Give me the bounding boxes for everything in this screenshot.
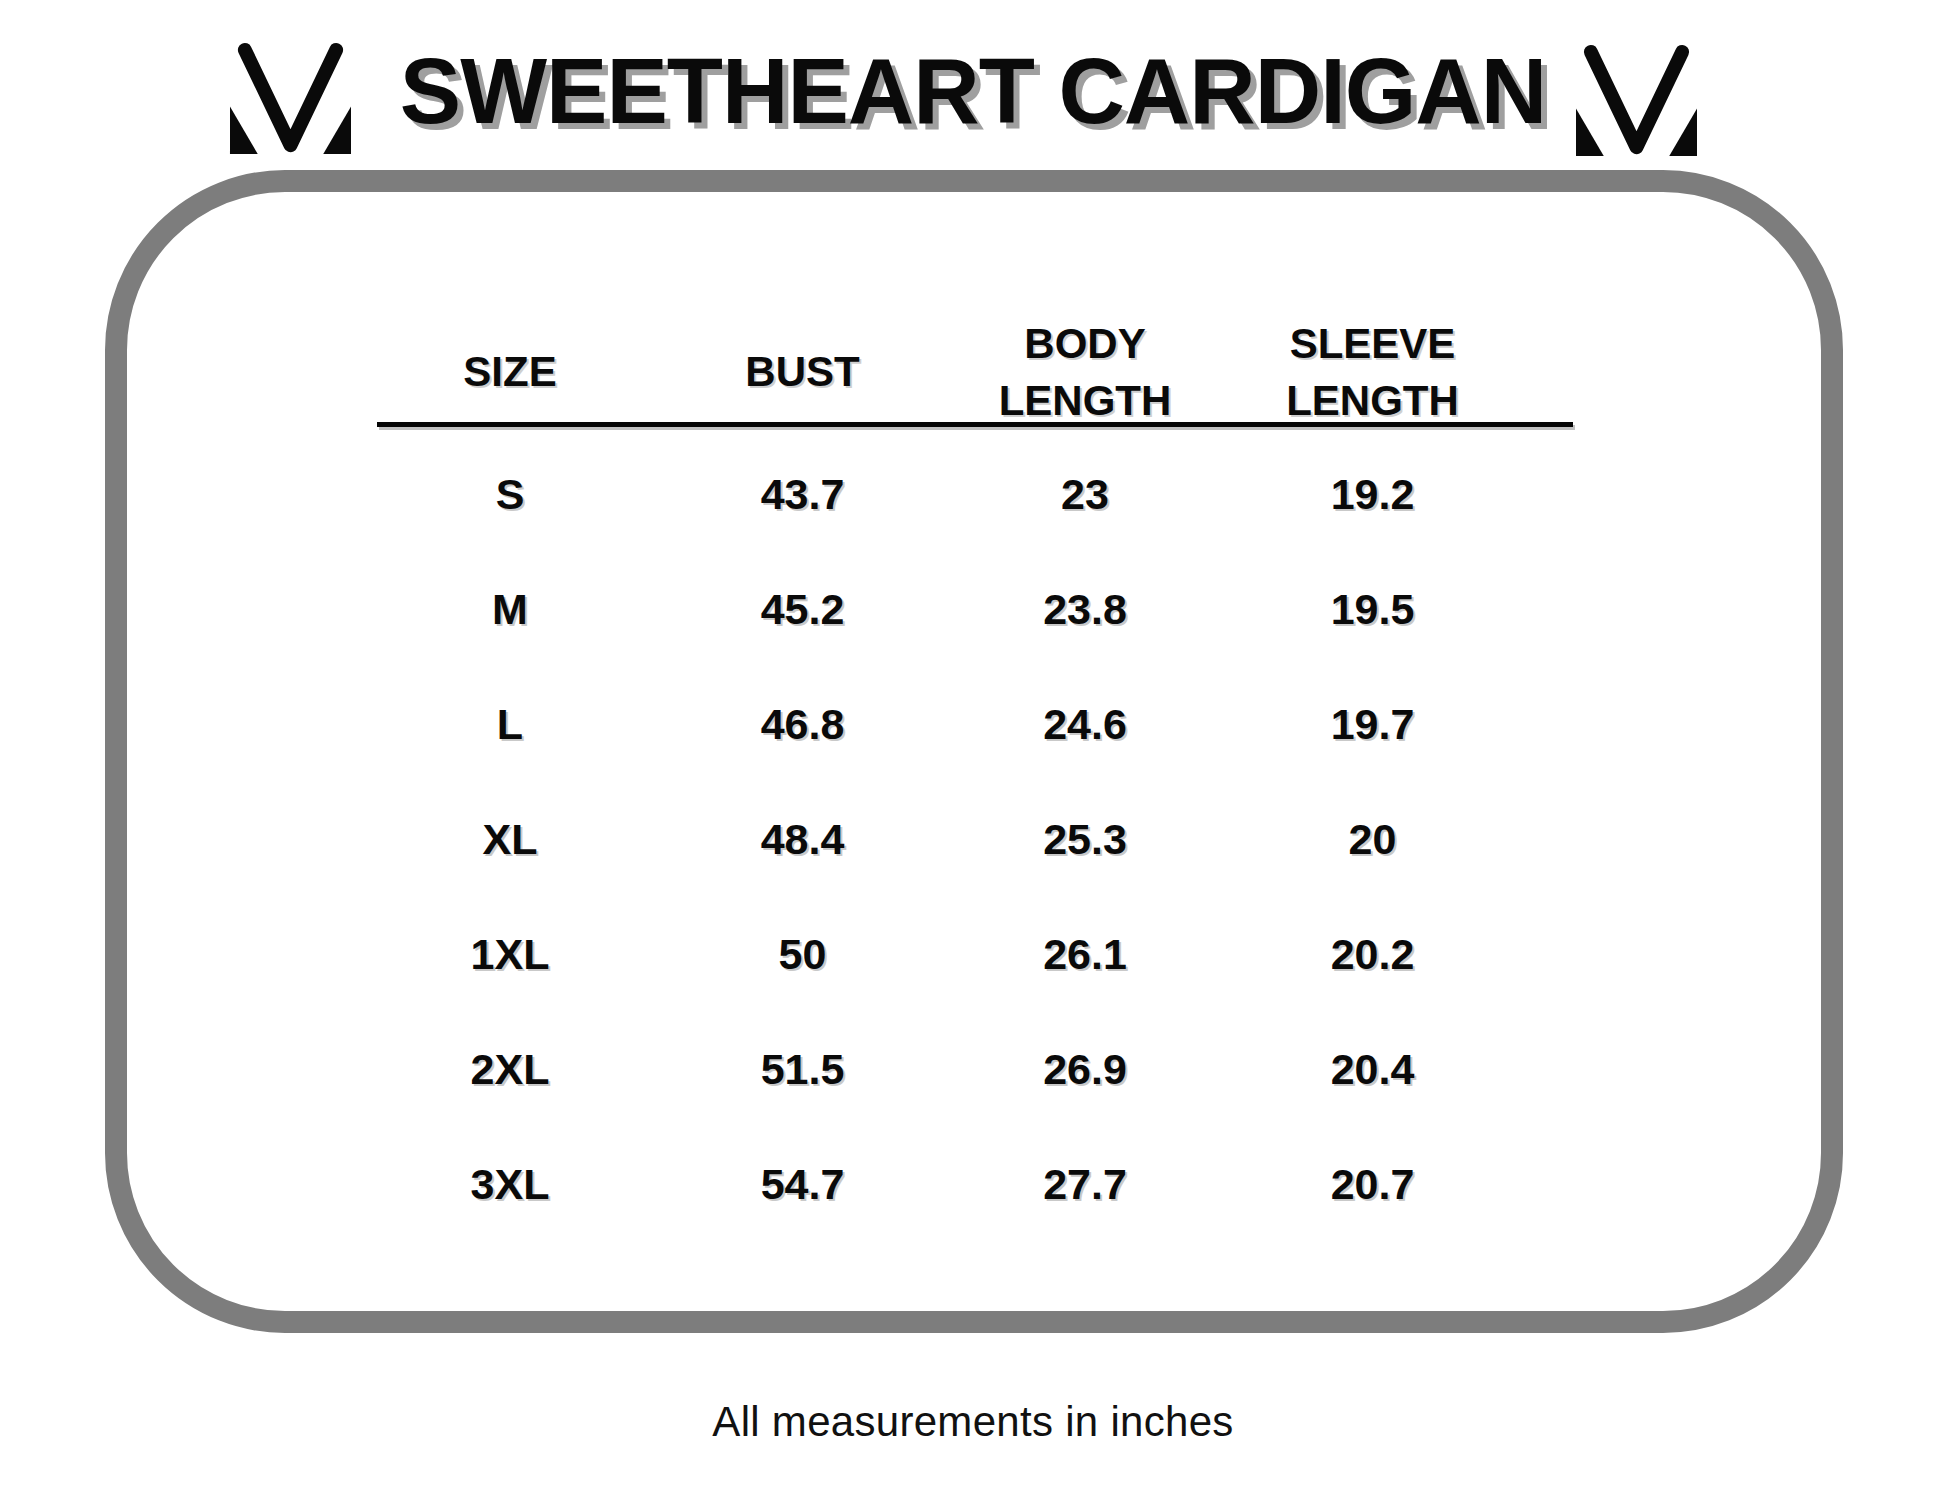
measurement-cell: 54.7 (660, 1163, 945, 1206)
size-label-cell: L (360, 703, 660, 746)
column-header-size: SIZE (360, 344, 660, 401)
size-label-cell: XL (360, 818, 660, 861)
measurement-cell: 50 (660, 933, 945, 976)
size-label-cell: 2XL (360, 1048, 660, 1091)
measurement-cell: 45.2 (660, 588, 945, 631)
measurement-cell: 19.5 (1225, 588, 1520, 631)
brand-logo-icon (1572, 40, 1701, 167)
measurement-cell: 27.7 (945, 1163, 1225, 1206)
measurement-cell: 24.6 (945, 703, 1225, 746)
measurement-cell: 26.9 (945, 1048, 1225, 1091)
column-header-sleeve-length: SLEEVE LENGTH (1225, 316, 1520, 429)
table-header-row: SIZE BUST BODY LENGTH SLEEVE LENGTH (360, 316, 1520, 422)
size-chart-page: SWEETHEART CARDIGAN SIZE BUST BODY LENGT… (0, 0, 1946, 1503)
measurement-cell: 48.4 (660, 818, 945, 861)
size-chart-table: S 43.7 23 19.2 M 45.2 23.8 19.5 L 46.8 2… (360, 437, 1520, 1242)
measurement-cell: 20.2 (1225, 933, 1520, 976)
measurement-cell: 23.8 (945, 588, 1225, 631)
measurement-cell: 26.1 (945, 933, 1225, 976)
column-header-body-length: BODY LENGTH (945, 316, 1225, 429)
table-header-divider (377, 422, 1573, 427)
measurement-cell: 20.4 (1225, 1048, 1520, 1091)
measurement-cell: 43.7 (660, 473, 945, 516)
column-header-bust: BUST (660, 344, 945, 401)
size-label-cell: M (360, 588, 660, 631)
size-label-cell: 3XL (360, 1163, 660, 1206)
measurement-cell: 20.7 (1225, 1163, 1520, 1206)
measurement-cell: 20 (1225, 818, 1520, 861)
measurement-cell: 23 (945, 473, 1225, 516)
size-label-cell: S (360, 473, 660, 516)
measurement-cell: 19.2 (1225, 473, 1520, 516)
measurements-note: All measurements in inches (0, 1398, 1946, 1446)
measurement-cell: 25.3 (945, 818, 1225, 861)
size-label-cell: 1XL (360, 933, 660, 976)
measurement-cell: 19.7 (1225, 703, 1520, 746)
measurement-cell: 46.8 (660, 703, 945, 746)
measurement-cell: 51.5 (660, 1048, 945, 1091)
